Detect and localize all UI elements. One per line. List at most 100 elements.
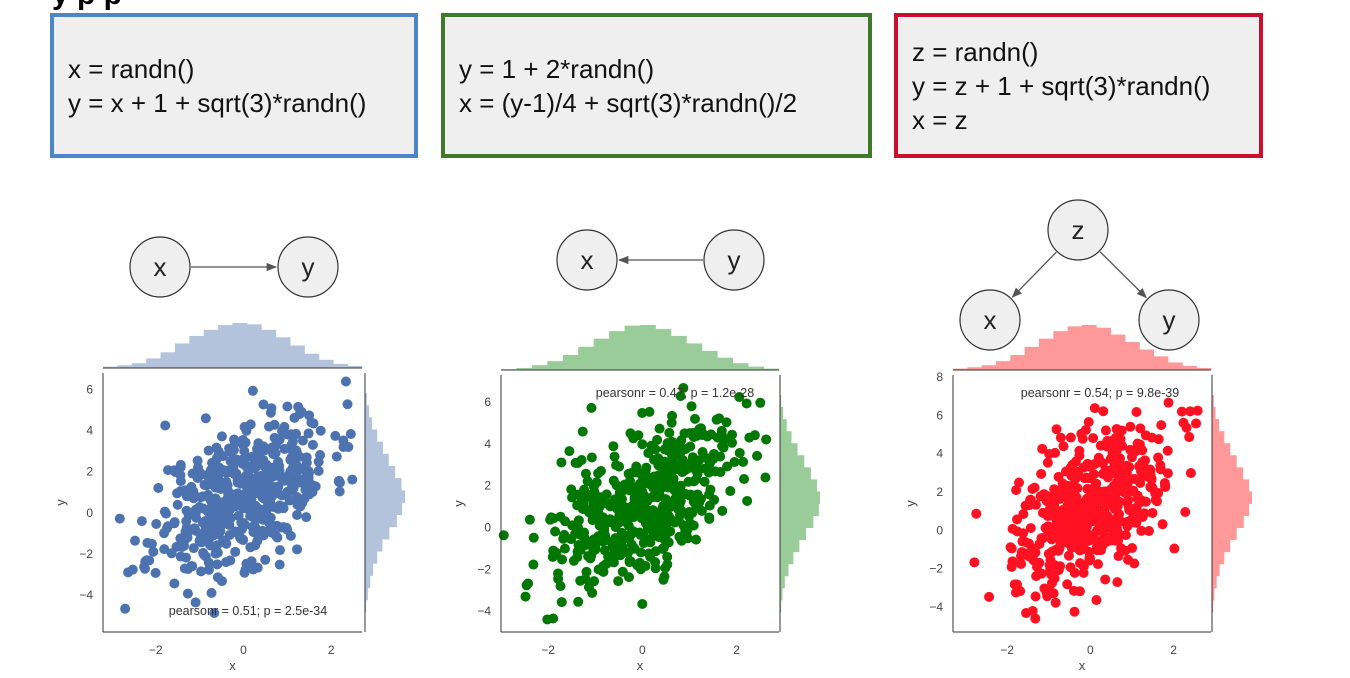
scatter-point xyxy=(334,486,345,497)
y-hist-bar xyxy=(365,587,368,601)
scatter-point xyxy=(292,492,303,503)
scatter-point xyxy=(556,597,567,608)
x-hist-bar xyxy=(701,350,718,370)
scatter-point xyxy=(600,498,611,509)
scatter-point xyxy=(1147,507,1158,518)
scatter-point xyxy=(1163,397,1174,408)
scatter-point xyxy=(579,527,590,538)
x-hist-bar xyxy=(732,363,749,370)
scatter-point xyxy=(1074,510,1085,521)
scatter-point xyxy=(233,510,244,521)
scatter-point xyxy=(586,402,597,413)
scatter-point xyxy=(179,563,190,574)
scatter-point xyxy=(744,432,755,443)
scatter-point xyxy=(1024,551,1035,562)
node-x xyxy=(129,236,191,298)
y-hist-bar xyxy=(1212,575,1217,589)
scatter-point xyxy=(237,434,248,445)
scatter-point xyxy=(741,398,752,409)
scatter-point xyxy=(680,525,691,536)
y-hist-bar xyxy=(1212,587,1215,601)
scatter-point xyxy=(301,457,312,468)
scatter-point xyxy=(289,430,300,441)
x-hist-bar xyxy=(609,331,625,370)
scatter-point xyxy=(248,527,259,538)
scatter-point xyxy=(180,526,191,537)
x-hist-bar xyxy=(516,367,533,370)
scatter-point xyxy=(333,475,344,486)
y-hist-bar xyxy=(780,587,783,601)
scatter-point xyxy=(637,598,648,609)
node-label: y xyxy=(728,245,741,275)
node-label: x xyxy=(984,305,997,335)
scatter-point xyxy=(1014,477,1025,488)
scatter-point xyxy=(212,559,223,570)
scatter-point xyxy=(1160,481,1171,492)
scatter-point xyxy=(1112,577,1123,588)
x-tick-label: −2 xyxy=(541,643,555,657)
scatter-point xyxy=(583,582,594,593)
y-tick-label: 2 xyxy=(86,465,93,479)
scatter-point xyxy=(1091,525,1102,536)
scatter-point xyxy=(200,521,211,532)
scatter-point xyxy=(1122,519,1133,530)
scatter-point xyxy=(637,439,648,450)
node-x xyxy=(556,229,618,291)
scatter-point xyxy=(208,530,219,541)
scatter-point xyxy=(304,489,315,500)
x-hist-bar xyxy=(1053,331,1069,370)
x-hist-bar xyxy=(748,366,764,370)
scatter-point xyxy=(1049,500,1060,511)
scatter-point xyxy=(1063,550,1074,561)
y-tick-label: 6 xyxy=(936,408,943,422)
scatter-point xyxy=(123,567,134,578)
scatter-point xyxy=(1073,466,1084,477)
scatter-point xyxy=(692,489,703,500)
y-tick-label: 6 xyxy=(86,382,93,396)
scatter-point xyxy=(714,413,725,424)
x-hist-bar xyxy=(146,358,161,368)
scatter-point xyxy=(545,514,556,525)
scatter-point xyxy=(662,551,673,562)
scatter-point xyxy=(572,520,583,531)
scatter-point xyxy=(1131,407,1142,418)
y-hist-bar xyxy=(365,539,383,552)
scatter-point xyxy=(652,434,663,445)
x-tick-label: 0 xyxy=(639,643,646,657)
scatter-point xyxy=(130,535,141,546)
scatter-point xyxy=(1051,526,1062,537)
scatter-point xyxy=(558,533,569,544)
scatter-point xyxy=(1169,543,1180,554)
x-hist-bar xyxy=(232,323,248,368)
scatter-point xyxy=(1089,499,1100,510)
scatter-point xyxy=(600,530,611,541)
scatter-point xyxy=(1011,485,1022,496)
y-hist-bar xyxy=(365,466,396,479)
scatter-point xyxy=(1139,508,1150,519)
y-tick-label: 2 xyxy=(936,485,943,499)
scatter-point xyxy=(1107,448,1118,459)
y-tick-label: 4 xyxy=(86,424,93,438)
scatter-point xyxy=(199,479,210,490)
scatter-point xyxy=(717,441,728,452)
scatter-point xyxy=(1135,460,1146,471)
scatter-point xyxy=(1097,458,1108,469)
scatter-point xyxy=(1042,457,1053,468)
scatter-point xyxy=(674,531,685,542)
x-hist-bar xyxy=(304,353,320,368)
scatter-point xyxy=(266,403,277,414)
x-hist-bar xyxy=(1196,367,1212,370)
scatter-point xyxy=(207,457,218,468)
scatter-point xyxy=(1095,517,1106,528)
scatter-point xyxy=(1010,587,1021,598)
scatter-point xyxy=(182,588,193,599)
scatter-point xyxy=(282,524,293,535)
scatter-point xyxy=(528,532,539,543)
scatter-point xyxy=(1127,543,1138,554)
scatter-point xyxy=(716,425,727,436)
scatter-point xyxy=(593,513,604,524)
scatter-point xyxy=(691,501,702,512)
scatter-point xyxy=(1097,495,1108,506)
scatter-point xyxy=(686,401,697,412)
scatter-point xyxy=(265,512,276,523)
